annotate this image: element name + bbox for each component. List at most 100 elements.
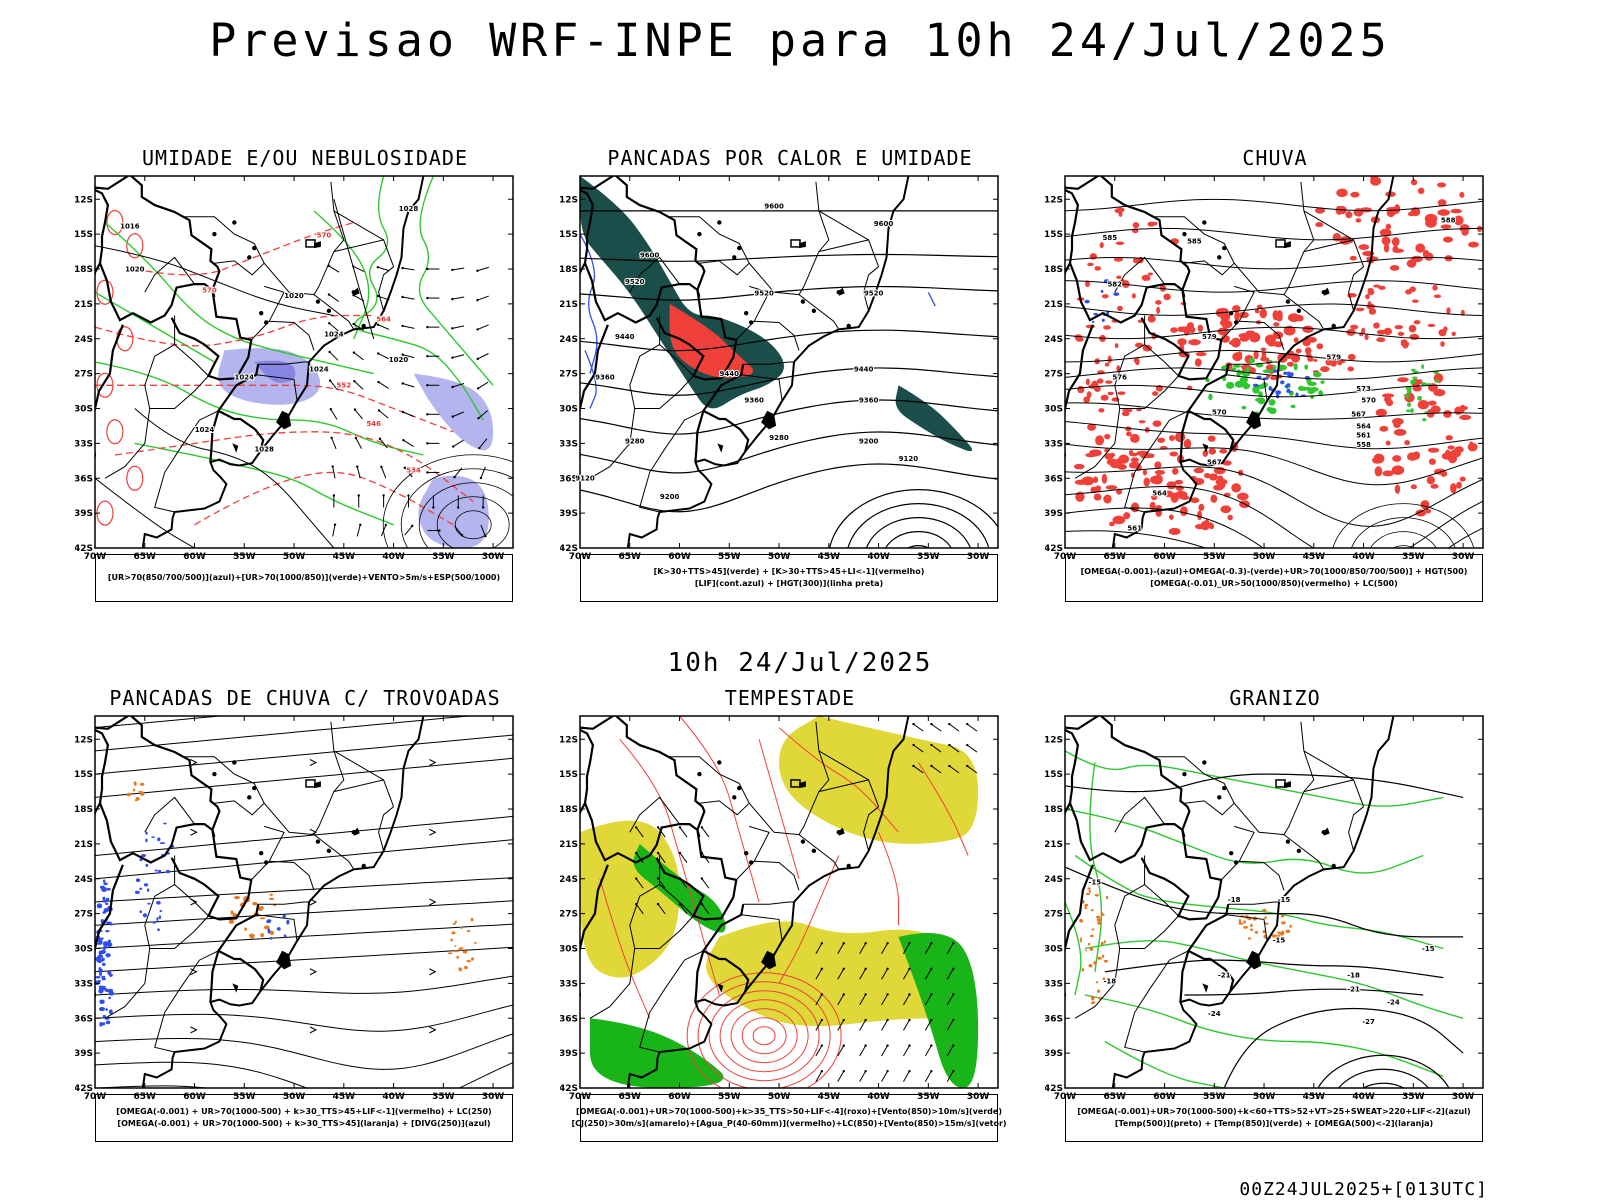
lake (811, 308, 817, 314)
federal-district (305, 779, 316, 788)
lake (737, 785, 742, 791)
lake (1285, 299, 1291, 304)
lon-label: 65W (619, 552, 642, 560)
precip-area (1427, 323, 1436, 328)
precip-area (1433, 389, 1446, 397)
state-border (1228, 361, 1279, 365)
precip-area (1272, 365, 1277, 369)
wind-vector (477, 266, 490, 272)
contour-line (1084, 994, 1444, 1078)
wind-vector (886, 993, 889, 996)
precip-area (1105, 485, 1118, 490)
streamline (95, 839, 513, 880)
country-border (170, 829, 253, 921)
lat-label: 39S (1045, 1049, 1063, 1059)
state-border (104, 855, 176, 1019)
panel-title: CHUVA (1242, 146, 1308, 170)
lake (1182, 231, 1187, 237)
lake (1233, 860, 1239, 865)
contour-line (1392, 545, 1415, 548)
precip-area (1152, 420, 1162, 427)
country-border (95, 864, 124, 1001)
lon-label: 40W (382, 552, 405, 560)
wind-vector (476, 298, 479, 302)
precip-area (1276, 393, 1280, 399)
lake (232, 220, 237, 225)
wind-vector (426, 471, 429, 474)
precip-area (1397, 331, 1405, 336)
wind-vector (903, 943, 910, 954)
lat-label: 15S (560, 230, 578, 240)
wind-vector (837, 943, 845, 954)
country-border (694, 410, 705, 463)
lat-label: 27S (75, 370, 93, 380)
legend-line: [OMEGA(-0.001) + UR>70(1000-500) + k>30_… (116, 1107, 492, 1116)
contour-line (580, 431, 998, 474)
wind-vector (377, 380, 380, 384)
wind-vector (952, 1044, 955, 1047)
wind-vector (952, 993, 955, 996)
country-border (580, 864, 609, 1001)
precip-area (454, 920, 458, 923)
state-border (818, 750, 869, 781)
lon-label: 60W (1153, 1092, 1176, 1100)
map-frame (579, 175, 999, 549)
precip-area (1248, 357, 1256, 364)
precip-area (1293, 363, 1298, 371)
panel-title: UMIDADE E/OU NEBULOSIDADE (141, 146, 469, 170)
wind-vector (886, 967, 889, 971)
lake (846, 863, 851, 869)
wind-vector (679, 852, 688, 863)
precip-area (1126, 409, 1133, 413)
lon-label: 65W (1104, 1092, 1127, 1100)
main-title: Previsao WRF-INPE para 10h 24/Jul/2025 (209, 14, 1391, 67)
wind-vector (946, 1045, 954, 1057)
precip-area (1391, 207, 1397, 216)
precip-area (1236, 492, 1249, 501)
contour-line (95, 477, 195, 548)
lake (744, 310, 749, 316)
streamline-arrow (429, 968, 437, 976)
wind-vector (931, 723, 942, 732)
precip-area (1413, 320, 1421, 325)
precip-area (1147, 272, 1153, 276)
state-border (1184, 800, 1235, 816)
precip-area (1443, 410, 1452, 418)
country-border (1179, 950, 1190, 1003)
precip-area (1273, 322, 1280, 327)
precip-area (1103, 494, 1112, 504)
federal-district (1275, 239, 1286, 248)
wind-vector (452, 296, 465, 300)
precip-area (1208, 393, 1213, 401)
lat-label: 12S (75, 735, 93, 745)
precip-area (1231, 337, 1241, 348)
precip-area (163, 822, 167, 825)
precip-area (1403, 394, 1408, 397)
state-border (629, 256, 680, 293)
lake (1296, 308, 1302, 314)
wind-vector (377, 352, 380, 355)
precip-area (1293, 337, 1299, 343)
precip-area (1074, 479, 1087, 485)
state-border (1303, 779, 1365, 807)
wind-vector (426, 413, 429, 416)
precip-area (1170, 327, 1178, 333)
precip-area (1225, 381, 1235, 389)
panel-tempestade: TEMPESTADE 12S 15S 18S 21S 24S 27S 30S 33S 36S 39… (560, 686, 1020, 1166)
lon-label: 40W (867, 552, 890, 560)
wind-vector (476, 387, 480, 390)
contour-label: 579 (1326, 354, 1341, 362)
precip-area (1459, 191, 1465, 198)
precip-area (1286, 390, 1293, 393)
wind-vector (328, 294, 340, 302)
contour-line (584, 350, 597, 409)
lake (263, 860, 269, 865)
state-border (1283, 294, 1325, 330)
run-timestamp: 00Z24JUL2025+[013UTC] (1239, 1179, 1488, 1200)
panel-pancadas-trovoadas: PANCADAS DE CHUVA C/ TROVOADAS 12S 15S 18S… (75, 686, 535, 1166)
legend-box: [OMEGA(-0.001)-(azul)+OMEGA(-0.3)-(verde… (1065, 554, 1483, 602)
contour-label: 1016 (120, 222, 140, 230)
legend-line: [LIF](cont.azul) + [HGT(300)](linha pret… (694, 579, 884, 588)
state-border (333, 779, 395, 807)
